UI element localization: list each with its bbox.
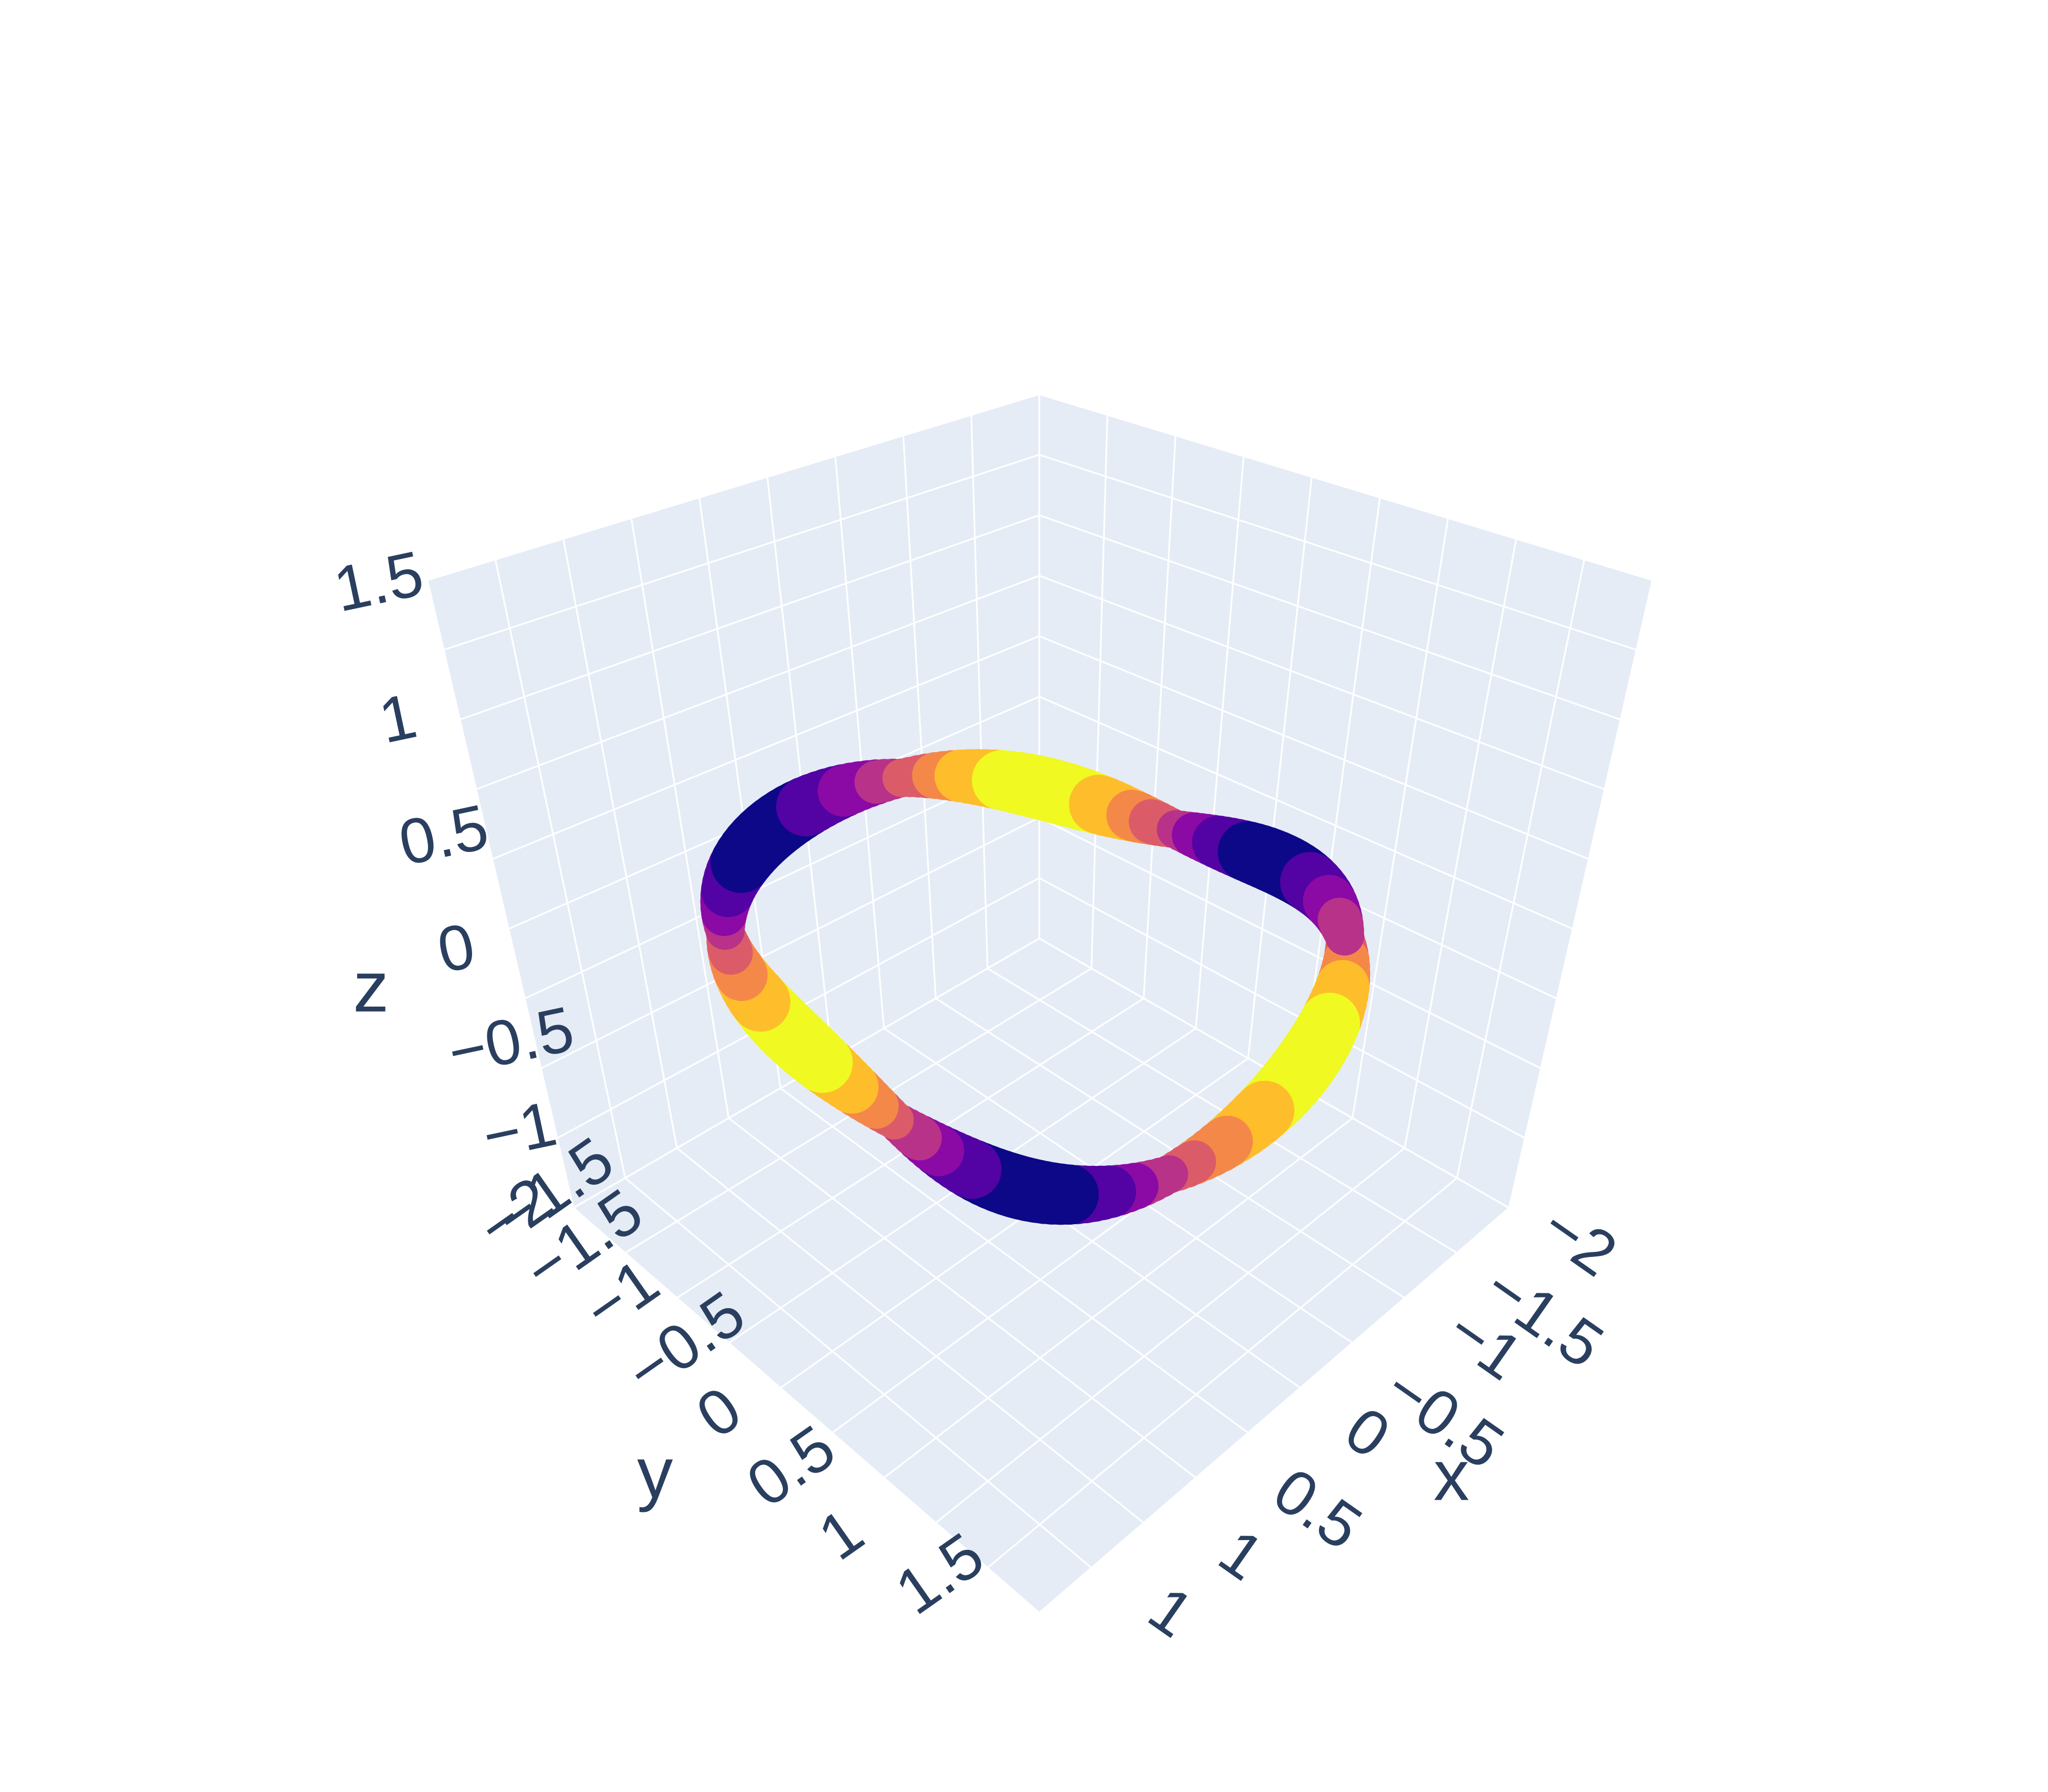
y-axis-title: y <box>637 1432 673 1512</box>
grid-line <box>987 1177 1458 1569</box>
grid-line <box>1351 518 1449 1119</box>
back-wall-right <box>1039 394 1653 1208</box>
grid-line <box>426 580 574 1208</box>
z-tick-label: 0.5 <box>393 791 494 879</box>
z-tick-label: 0 <box>432 909 481 986</box>
grid-line <box>970 415 989 969</box>
grid-line <box>1143 435 1177 999</box>
back-wall-left <box>427 394 1039 1208</box>
grid-line <box>935 997 1405 1299</box>
y-tick-label: 1 <box>806 1495 876 1574</box>
grid-line <box>1039 817 1542 1070</box>
x-tick-label: 0.5 <box>1261 1454 1374 1563</box>
grid-line <box>1091 415 1108 969</box>
z-axis-title: z <box>353 947 389 1027</box>
grid-line <box>834 456 885 1029</box>
grid-line <box>902 435 937 999</box>
x-axis-title: x <box>1434 1435 1469 1516</box>
grid-line <box>494 559 626 1179</box>
surface-trace <box>700 749 1371 1225</box>
grid-line <box>1039 635 1589 860</box>
grid-line <box>935 1147 1405 1524</box>
grid-line <box>630 518 730 1119</box>
grid-line <box>540 817 1040 1070</box>
grid-line <box>1456 559 1586 1179</box>
grid-line <box>427 393 1040 581</box>
grid-line <box>728 1117 1197 1479</box>
x-tick-label: 1 <box>1136 1572 1206 1651</box>
grid-line <box>476 574 1040 791</box>
grid-line <box>1247 477 1313 1059</box>
grid-line <box>780 1057 1249 1389</box>
grid-line <box>443 454 1040 651</box>
grid-line <box>1403 539 1517 1148</box>
grid-line <box>1039 695 1573 930</box>
grid-line <box>780 1087 1249 1434</box>
grid-line <box>1039 514 1621 721</box>
grid-line <box>1195 456 1245 1029</box>
grid-line <box>1039 877 1526 1139</box>
grid-line <box>766 477 834 1059</box>
grid-line <box>572 1207 1040 1614</box>
grid-line <box>1038 1207 1510 1614</box>
grid-line <box>562 538 678 1148</box>
grid-line <box>1039 393 1653 581</box>
z-tick-label: −1 <box>477 1087 563 1172</box>
grid-line <box>676 1147 1144 1524</box>
z-tick-label: 1 <box>373 680 422 757</box>
z-tick-label: 1.5 <box>328 538 429 626</box>
y-tick-label: 0 <box>684 1373 754 1452</box>
x-tick-label: 1 <box>1207 1516 1276 1594</box>
grid-line <box>883 1117 1353 1479</box>
grid-line <box>1039 454 1637 651</box>
grid-line <box>1039 574 1605 791</box>
grid-line <box>459 514 1040 721</box>
grid-line <box>1508 580 1654 1208</box>
grid-line <box>624 1177 1092 1569</box>
grid-line <box>492 635 1040 860</box>
surface-segment <box>1324 910 1364 956</box>
